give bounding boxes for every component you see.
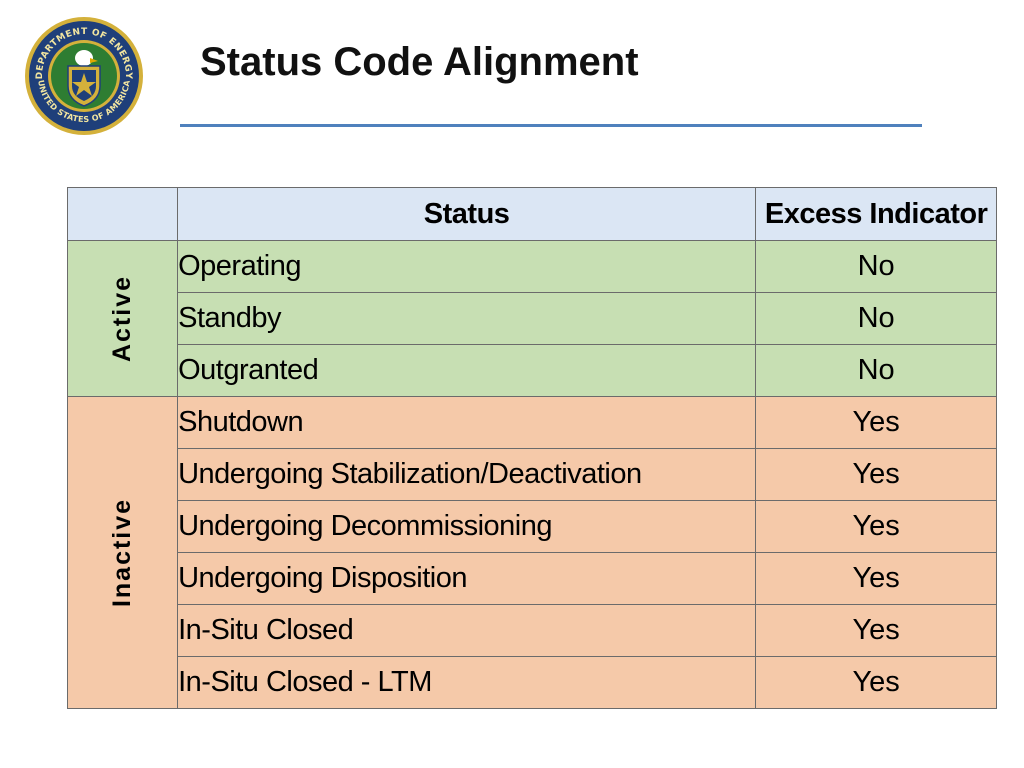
status-code-table: Status Excess Indicator Active Operating… <box>66 187 998 709</box>
table-row: Inactive Shutdown Yes <box>66 396 998 709</box>
excess-cell: No <box>755 240 998 293</box>
status-cell: Operating <box>177 240 757 293</box>
header-status: Status <box>177 187 757 241</box>
header-excess-indicator: Excess Indicator <box>755 187 998 241</box>
status-cell: In-Situ Closed - LTM <box>177 656 757 709</box>
status-cell: Undergoing Stabilization/Deactivation <box>177 448 757 501</box>
excess-cell: Yes <box>755 448 998 501</box>
table-row: Undergoing Disposition Yes <box>68 552 998 605</box>
status-cell: Undergoing Decommissioning <box>177 500 757 553</box>
excess-cell: Yes <box>755 396 998 449</box>
table-row: Undergoing Stabilization/Deactivation Ye… <box>68 448 998 501</box>
table-row: Outgranted No <box>68 344 998 397</box>
table-header-row: Status Excess Indicator <box>66 187 998 241</box>
excess-cell: Yes <box>755 500 998 553</box>
group-label-inactive: Inactive <box>108 497 137 608</box>
status-cell: Standby <box>177 292 757 345</box>
group-label-active: Active <box>108 274 137 363</box>
excess-cell: Yes <box>755 656 998 709</box>
table-row: Active Operating No <box>66 240 998 397</box>
table-row: Standby No <box>68 292 998 345</box>
title-divider <box>180 124 922 127</box>
slide-title: Status Code Alignment <box>200 40 639 84</box>
table-row: In-Situ Closed - LTM Yes <box>68 656 998 709</box>
excess-cell: Yes <box>755 552 998 605</box>
table-row: In-Situ Closed Yes <box>68 604 998 657</box>
status-cell: Shutdown <box>177 396 757 449</box>
group-cell-active: Active <box>66 240 179 397</box>
table-row: Undergoing Decommissioning Yes <box>68 500 998 553</box>
header-group-cell <box>66 187 179 241</box>
excess-cell: No <box>755 292 998 345</box>
excess-cell: Yes <box>755 604 998 657</box>
department-of-energy-seal-icon: DEPARTMENT OF ENERGY UNITED STATES OF AM… <box>25 17 143 135</box>
excess-cell: No <box>755 344 998 397</box>
group-cell-inactive: Inactive <box>66 396 179 709</box>
status-cell: Outgranted <box>177 344 757 397</box>
status-cell: In-Situ Closed <box>177 604 757 657</box>
status-cell: Undergoing Disposition <box>177 552 757 605</box>
